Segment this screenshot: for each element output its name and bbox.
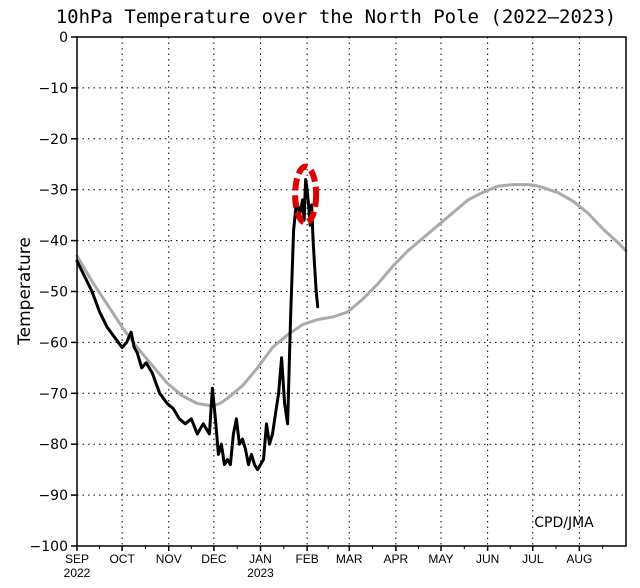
x-tick-label: JUN [476,552,499,566]
y-tick-label: −80 [38,437,68,453]
chart-title: 10hPa Temperature over the North Pole (2… [56,6,617,28]
plot-frame [76,36,627,547]
series-lines [75,178,628,472]
x-tick-label: DEC [201,552,227,566]
y-tick-label: 0 [59,30,68,46]
observed-line [75,178,320,472]
x-tick-label: AUG [566,552,592,566]
x-tick-label: SEP [65,552,89,566]
x-tick-label: MAY [428,552,453,566]
x-tick-label: NOV [156,552,182,566]
y-tick-label: −90 [38,488,68,504]
highlight-ellipse [292,163,320,226]
highlight-annotation [292,163,320,226]
y-axis-label: Temperature [15,237,35,346]
climatology-line [75,183,628,408]
y-tick-label: −30 [38,183,68,199]
grid [77,37,626,546]
x-tick-label: FEB [295,552,318,566]
x-tick-label: MAR [336,552,363,566]
x-tick-label: OCT [109,552,135,566]
y-tick-label: −100 [30,539,68,555]
credit-label: CPD/JMA [534,515,594,531]
y-tick-label: −70 [38,386,68,402]
x-year-label: 2022 [64,566,91,580]
x-tick-label: JAN [249,552,272,566]
y-tick-label: −50 [38,285,68,301]
y-tick-label: −40 [38,234,68,250]
x-tick-label: JUL [522,552,544,566]
x-tick-label: APR [384,552,409,566]
y-tick-label: −10 [38,81,68,97]
y-tick-label: −60 [38,335,68,351]
y-tick-label: −20 [38,132,68,148]
x-year-label: 2023 [247,566,274,580]
